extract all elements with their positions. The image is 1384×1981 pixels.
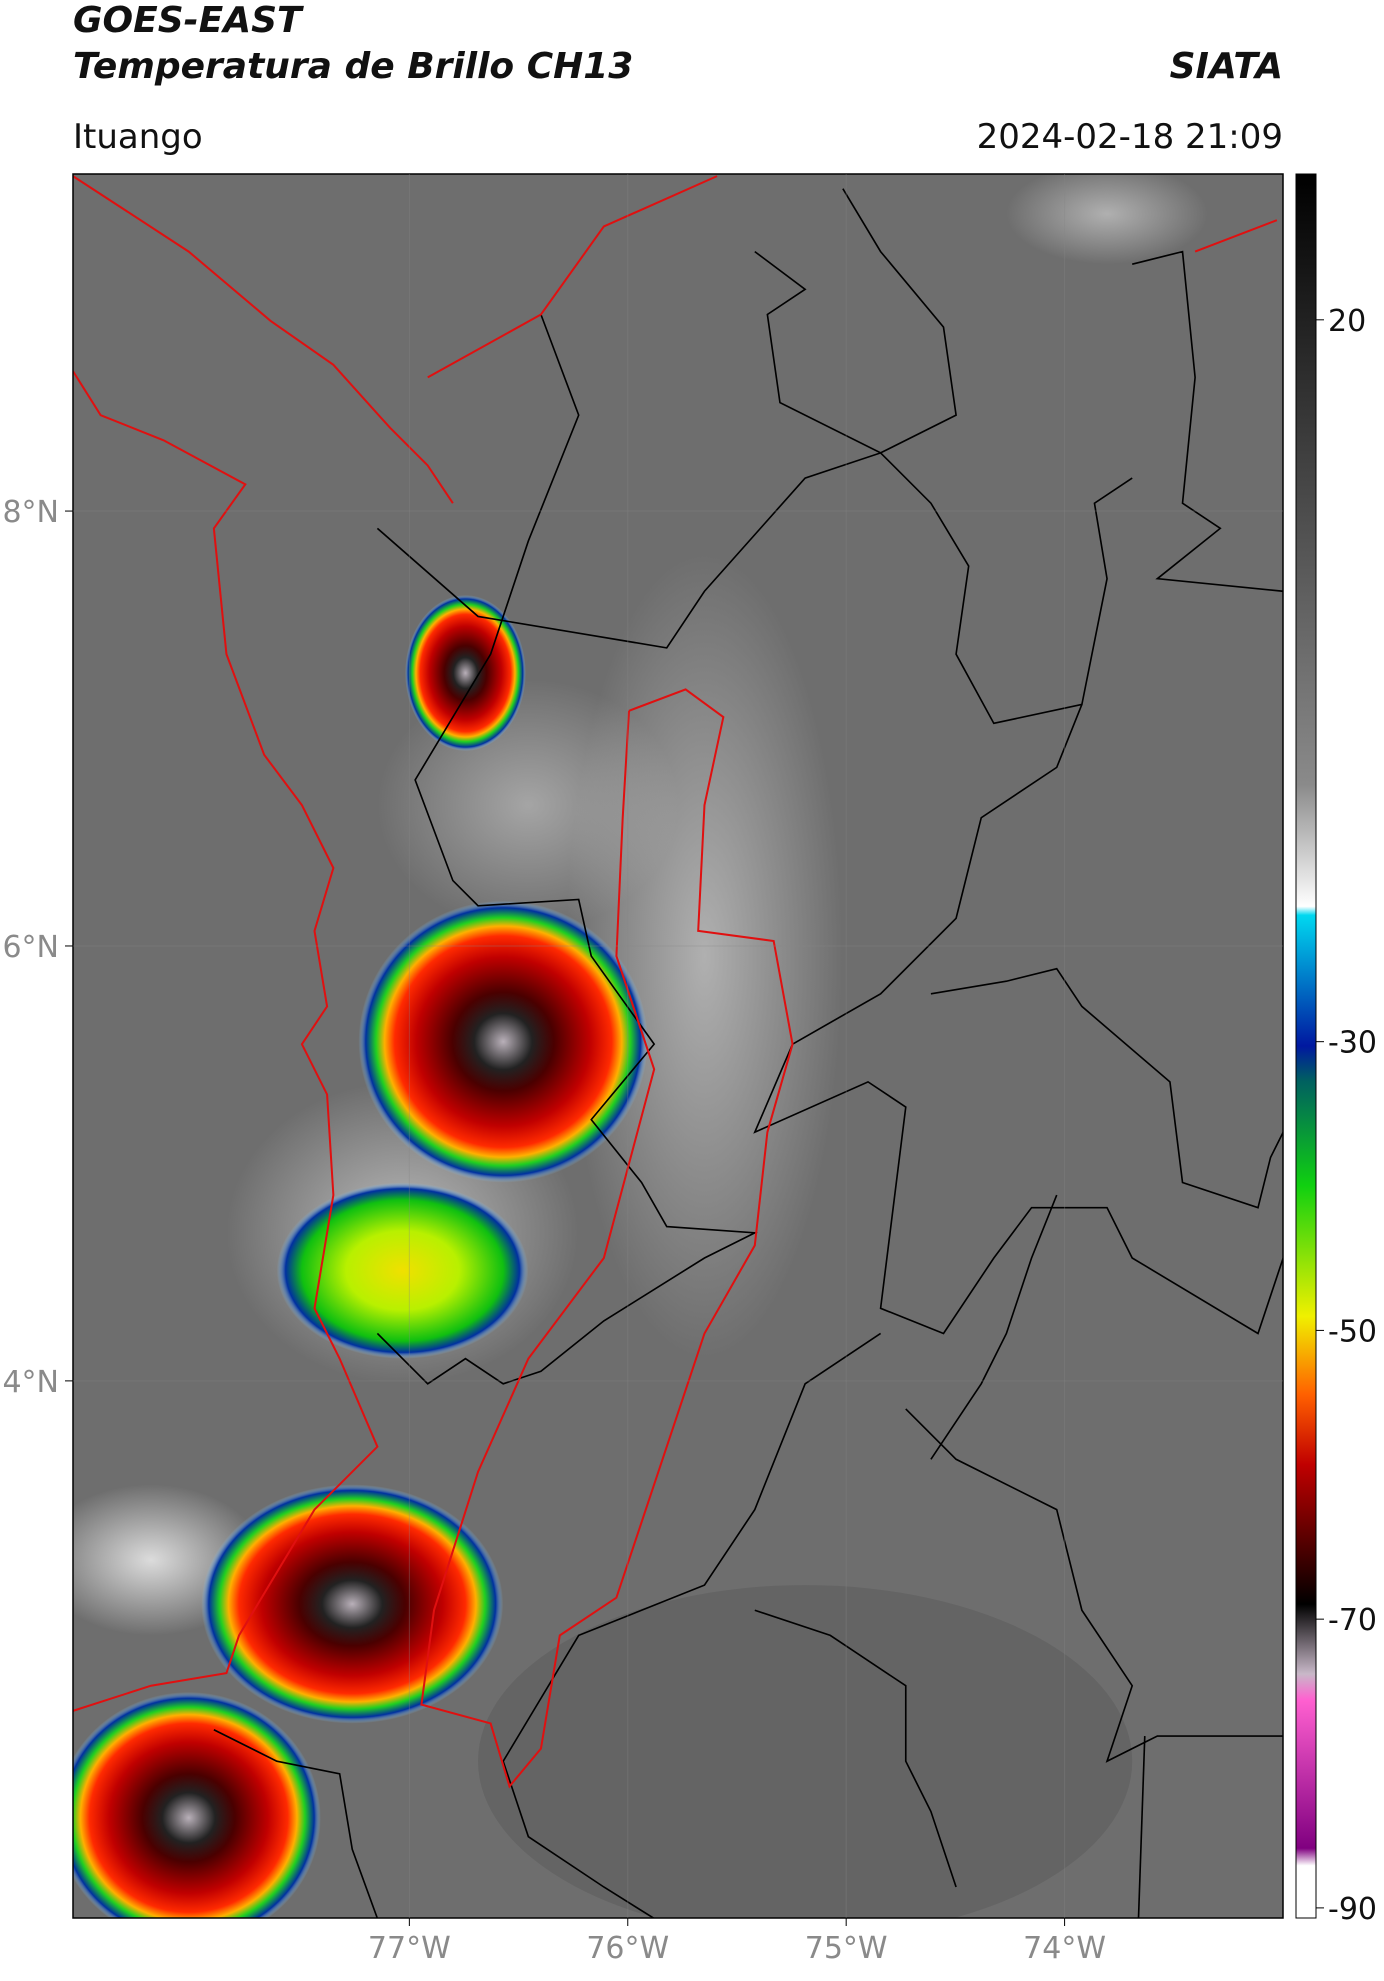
y-tick-label: 4°N: [2, 1365, 59, 1400]
map-image: [73, 174, 1283, 1918]
map-frame: [72, 173, 1284, 1919]
title: GOES-EAST: [73, 0, 304, 41]
colorbar-tick-label: 20: [1328, 304, 1366, 339]
y-tick-label: 8°N: [2, 495, 59, 530]
x-tick-label: 75°W: [805, 1931, 888, 1966]
datetime: 2024-02-18 21:09: [977, 117, 1283, 157]
subtitle: Temperatura de Brillo CH13: [73, 46, 633, 87]
colorbar: [1295, 173, 1317, 1919]
x-tick-label: 77°W: [368, 1931, 451, 1966]
colorbar-tick-label: -30: [1328, 1026, 1377, 1061]
y-tick-label: 6°N: [2, 930, 59, 965]
source: SIATA: [1170, 46, 1283, 87]
colorbar-tick-label: -50: [1328, 1314, 1377, 1349]
colorbar-tick-label: -70: [1328, 1603, 1377, 1638]
x-tick-label: 74°W: [1023, 1931, 1106, 1966]
colorbar-tick-label: -90: [1328, 1892, 1377, 1927]
x-tick-label: 76°W: [586, 1931, 669, 1966]
location: Ituango: [73, 117, 203, 157]
